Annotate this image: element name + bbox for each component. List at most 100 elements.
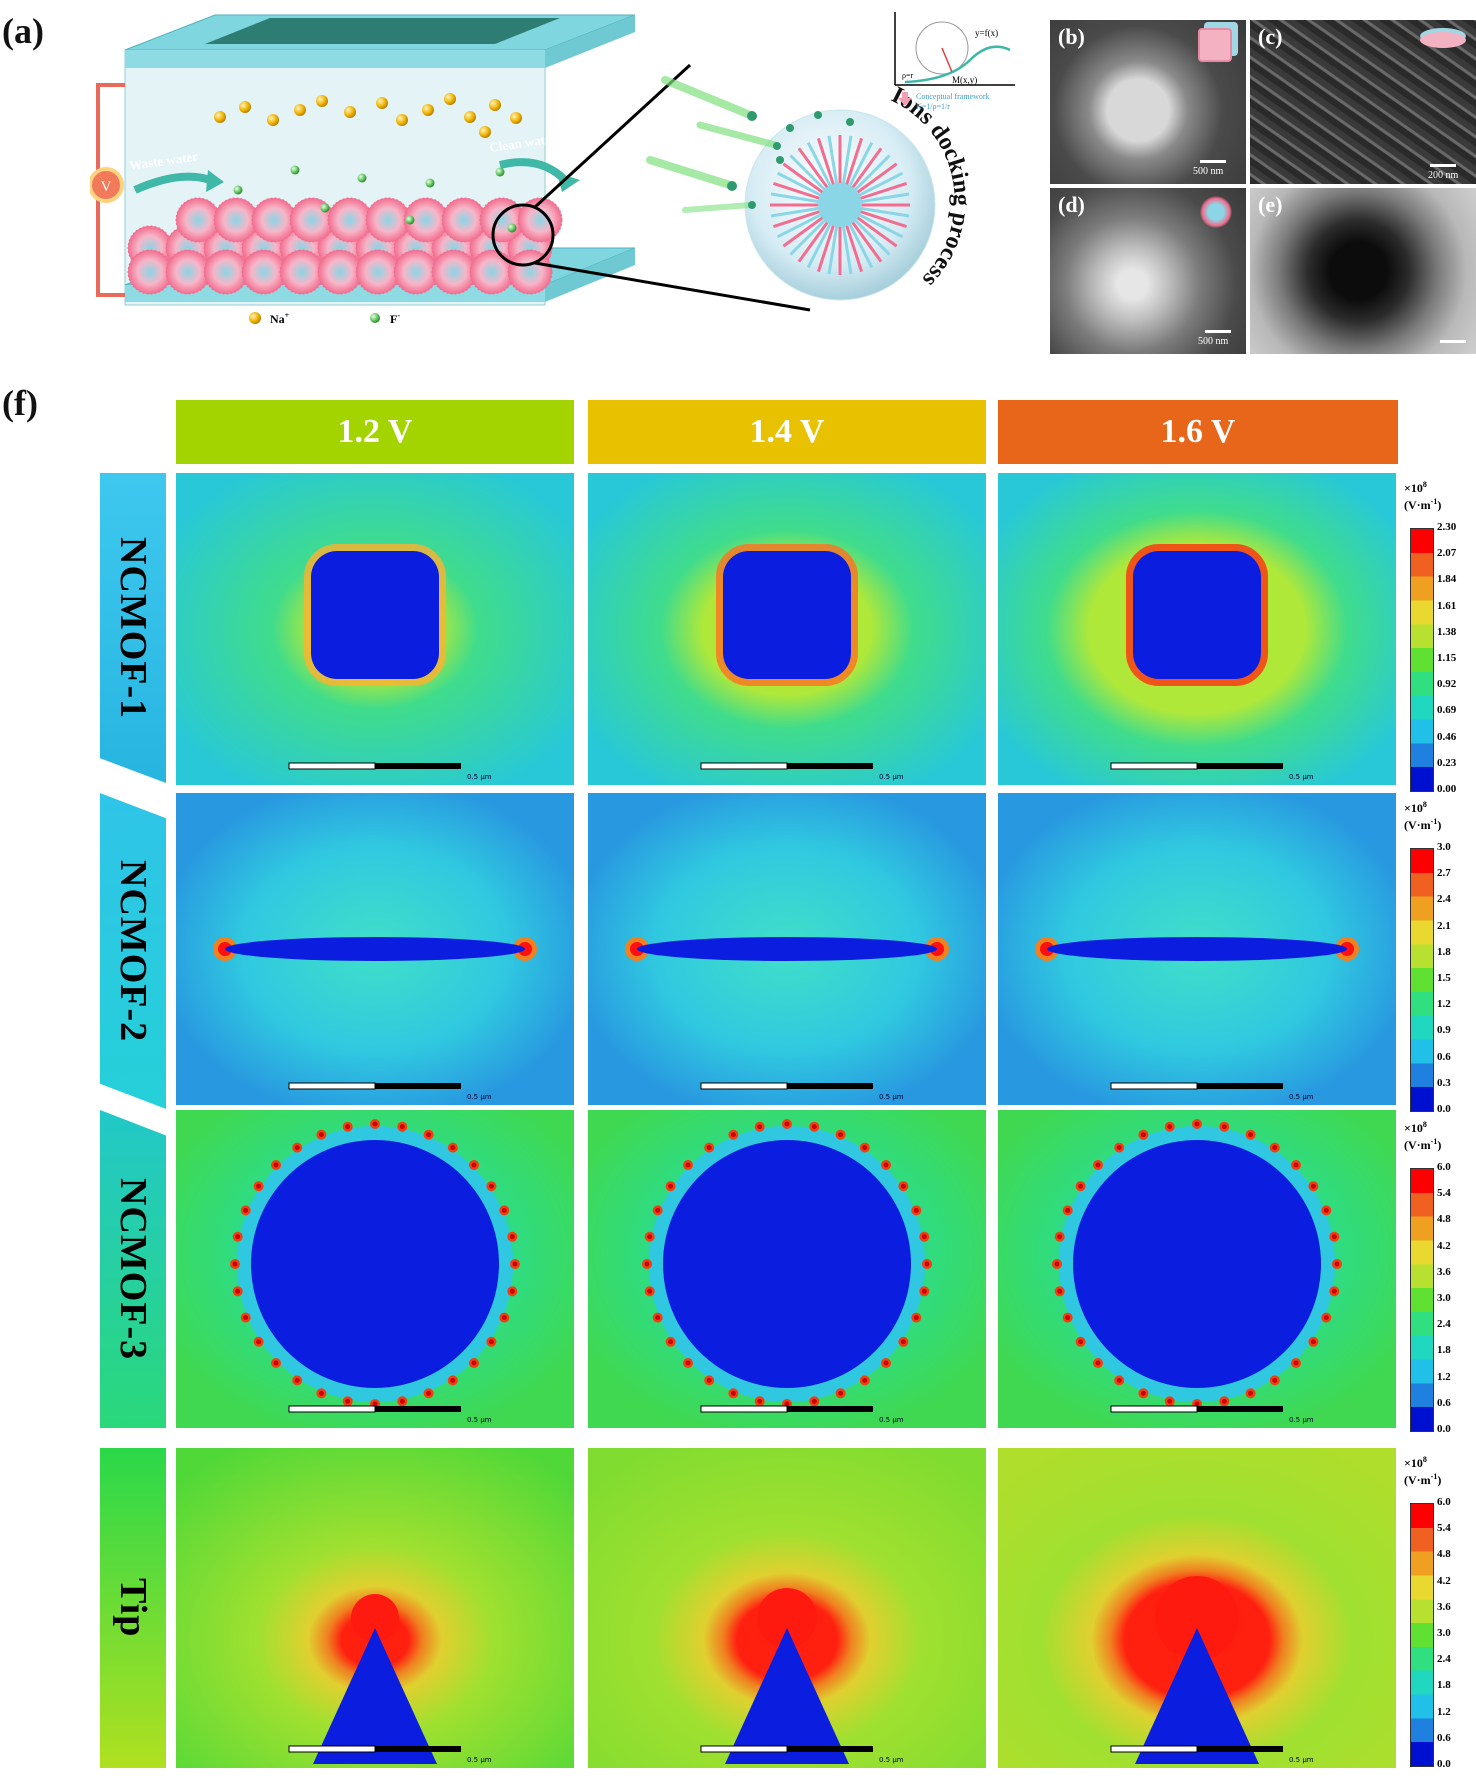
svg-text:0.5 μm: 0.5 μm bbox=[879, 773, 904, 781]
colorbar-tick: 0.00 bbox=[1437, 783, 1457, 795]
urchin-electrode-layer bbox=[127, 197, 563, 295]
power-symbol: V bbox=[101, 179, 112, 195]
svg-text:M(x,y): M(x,y) bbox=[952, 75, 977, 85]
svg-text:0.5 μm: 0.5 μm bbox=[467, 1093, 492, 1101]
docked-ions bbox=[776, 111, 854, 164]
colorbar-tick: 1.8 bbox=[1437, 1344, 1451, 1357]
colorbar-tick: 4.2 bbox=[1437, 1239, 1451, 1252]
colorbar-tick: 0.0 bbox=[1437, 1758, 1451, 1770]
cdi-cell-diagram: V Waste water Clean water Na+ F- bbox=[90, 12, 1015, 326]
sem-image-b: (b) 500 nm bbox=[1050, 20, 1246, 184]
f-ions bbox=[233, 165, 517, 233]
colorbar-tick: 3.0 bbox=[1437, 1292, 1451, 1304]
legend-f-label: F- bbox=[390, 311, 400, 326]
colorbar-tick: 1.84 bbox=[1437, 573, 1457, 586]
svg-text:0.5 μm: 0.5 μm bbox=[1289, 773, 1314, 781]
colorbar-title-3: ×108 (V·m-1) bbox=[1404, 1120, 1442, 1152]
sem-image-e: (e) bbox=[1250, 188, 1476, 354]
svg-text:y=f(x): y=f(x) bbox=[975, 28, 998, 38]
colorbar-tick: 5.4 bbox=[1437, 1522, 1451, 1535]
colorbar-tick: 2.4 bbox=[1437, 1318, 1451, 1331]
field-map-sphere-3: 0.5 μm bbox=[998, 1110, 1396, 1428]
svg-text:ρ=r: ρ=r bbox=[902, 71, 914, 80]
svg-text:0.5 μm: 0.5 μm bbox=[467, 1756, 492, 1764]
colorbar-tick: 0.6 bbox=[1437, 1050, 1451, 1063]
svg-text:0.5 μm: 0.5 μm bbox=[467, 773, 492, 781]
conceptual-framework-inset: y=f(x) M(x,y) ρ=r Conceptual framework K… bbox=[894, 12, 1015, 111]
svg-text:0.5 μm: 0.5 μm bbox=[467, 1416, 492, 1424]
plate-icon bbox=[1420, 32, 1466, 48]
svg-text:0.5 μm: 0.5 μm bbox=[1289, 1756, 1314, 1764]
field-map-ellipse-2: 0.5 μm bbox=[588, 793, 986, 1105]
colorbar-tick: 1.2 bbox=[1437, 1705, 1451, 1718]
colorbar-tick: 1.2 bbox=[1437, 998, 1451, 1011]
cube-icon bbox=[1198, 28, 1232, 62]
colorbar-tick: 2.7 bbox=[1437, 867, 1451, 880]
colorbar-1 bbox=[1410, 528, 1434, 792]
svg-text:0.5 μm: 0.5 μm bbox=[879, 1756, 904, 1764]
sem-c-letter: (c) bbox=[1258, 24, 1283, 49]
field-map-tip-2: 0.5 μm bbox=[588, 1448, 986, 1768]
colorbar-tick: 6.0 bbox=[1437, 1496, 1451, 1508]
voltage-header-3: 1.6 V bbox=[998, 400, 1398, 464]
colorbar-tick: 3.6 bbox=[1437, 1265, 1451, 1278]
incoming-ions bbox=[646, 76, 781, 213]
colorbar-tick: 5.4 bbox=[1437, 1187, 1451, 1200]
sem-b-letter: (b) bbox=[1058, 24, 1085, 49]
colorbar-tick: 0.3 bbox=[1437, 1076, 1451, 1089]
colorbar-2 bbox=[1410, 848, 1434, 1112]
sem-image-c: (c) 200 nm bbox=[1250, 20, 1476, 184]
sem-e-letter: (e) bbox=[1258, 192, 1283, 217]
colorbar-tick: 3.0 bbox=[1437, 841, 1451, 853]
panel-f-letter: (f) bbox=[2, 383, 38, 423]
field-map-square-3: 0.5 μm bbox=[998, 473, 1396, 785]
colorbar-tick: 2.30 bbox=[1437, 521, 1457, 533]
colorbar-tick: 0.0 bbox=[1437, 1423, 1451, 1435]
field-map-square-1: 0.5 μm bbox=[176, 473, 574, 785]
colorbar-tick: 2.1 bbox=[1437, 919, 1451, 932]
colorbar-tick: 1.15 bbox=[1437, 652, 1457, 664]
framework-formula: K=1/ρ=1/r bbox=[916, 102, 950, 111]
svg-text:0.5 μm: 0.5 μm bbox=[879, 1416, 904, 1424]
colorbar-title-4: ×108 (V·m-1) bbox=[1404, 1455, 1442, 1487]
colorbar-tick: 0.92 bbox=[1437, 678, 1457, 691]
zoom-circle bbox=[491, 203, 555, 267]
colorbar-tick: 0.9 bbox=[1437, 1024, 1451, 1037]
svg-text:0.5 μm: 0.5 μm bbox=[1289, 1093, 1314, 1101]
top-current-collector bbox=[205, 18, 560, 44]
voltage-header-2: 1.4 V bbox=[588, 400, 986, 464]
colorbar-tick: 2.4 bbox=[1437, 1653, 1451, 1666]
sem-d-scale: 500 nm bbox=[1198, 336, 1229, 347]
na-ions bbox=[214, 93, 522, 138]
colorbar-4 bbox=[1410, 1503, 1434, 1767]
colorbar-tick: 1.38 bbox=[1437, 625, 1457, 638]
colorbar-tick: 0.6 bbox=[1437, 1731, 1451, 1744]
sem-d-letter: (d) bbox=[1058, 192, 1085, 217]
field-map-tip-3: 0.5 μm bbox=[998, 1448, 1396, 1768]
colorbar-tick: 2.4 bbox=[1437, 893, 1451, 906]
colorbar-tick: 3.0 bbox=[1437, 1627, 1451, 1639]
waste-water-arrow bbox=[133, 172, 212, 194]
panel-a-letter: (a) bbox=[2, 11, 44, 51]
field-map-tip-1: 0.5 μm bbox=[176, 1448, 574, 1768]
svg-text:0.5 μm: 0.5 μm bbox=[1289, 1416, 1314, 1424]
voltage-header-1: 1.2 V bbox=[176, 400, 574, 464]
row-label-tip: Tip bbox=[100, 1448, 166, 1768]
colorbar-tick: 1.61 bbox=[1437, 599, 1457, 612]
svg-text:0.5 μm: 0.5 μm bbox=[879, 1093, 904, 1101]
colorbar-tick: 4.8 bbox=[1437, 1213, 1451, 1226]
colorbar-tick: 0.46 bbox=[1437, 730, 1457, 743]
row-label-ncmof-3: NCMOF-3 bbox=[100, 1110, 166, 1428]
zoomed-urchin bbox=[770, 135, 910, 275]
row-label-ncmof-2: NCMOF-2 bbox=[100, 793, 166, 1109]
colorbar-3 bbox=[1410, 1168, 1434, 1432]
colorbar-tick: 6.0 bbox=[1437, 1161, 1451, 1173]
colorbar-tick: 4.2 bbox=[1437, 1574, 1451, 1587]
legend-na-label: Na+ bbox=[270, 311, 290, 326]
field-map-ellipse-3: 0.5 μm bbox=[998, 793, 1396, 1105]
legend-f-ball bbox=[370, 313, 380, 323]
colorbar-tick: 4.8 bbox=[1437, 1548, 1451, 1561]
colorbar-title-2: ×108 (V·m-1) bbox=[1404, 800, 1442, 832]
colorbar-tick: 0.69 bbox=[1437, 704, 1457, 717]
sem-b-scale: 500 nm bbox=[1193, 166, 1224, 177]
